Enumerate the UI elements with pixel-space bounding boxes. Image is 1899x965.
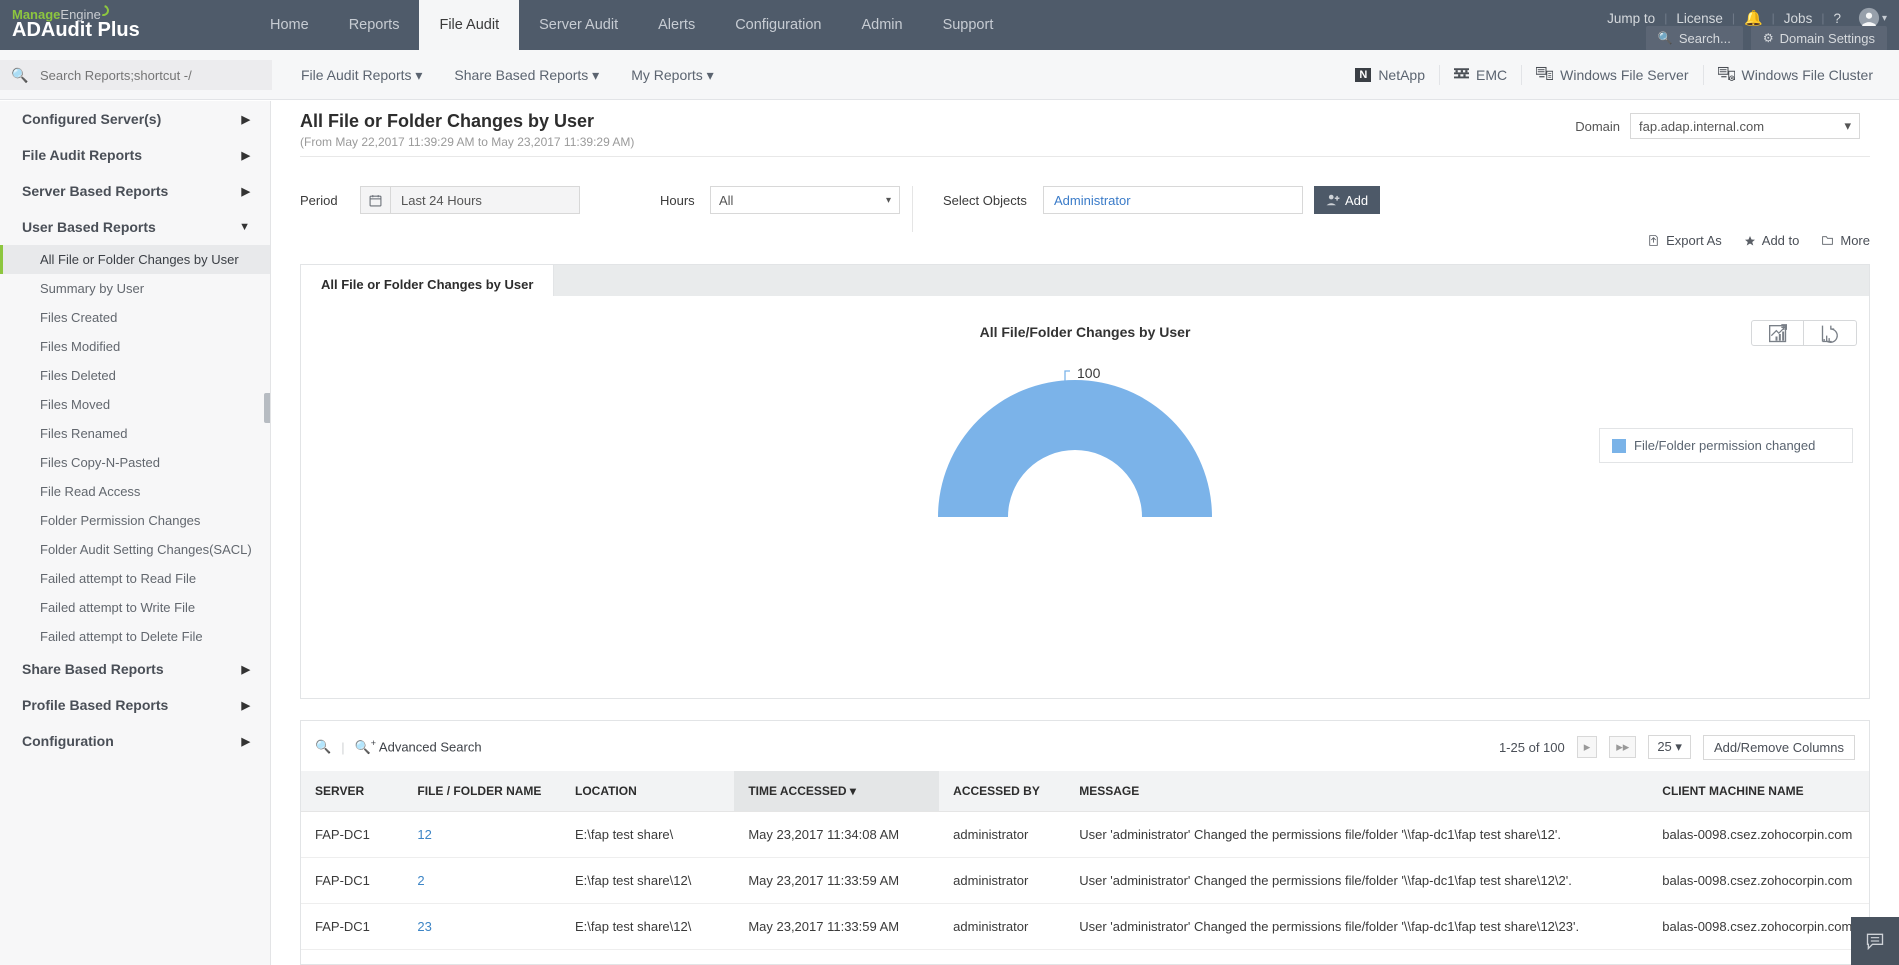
svg-text:100: 100 (1077, 365, 1101, 381)
